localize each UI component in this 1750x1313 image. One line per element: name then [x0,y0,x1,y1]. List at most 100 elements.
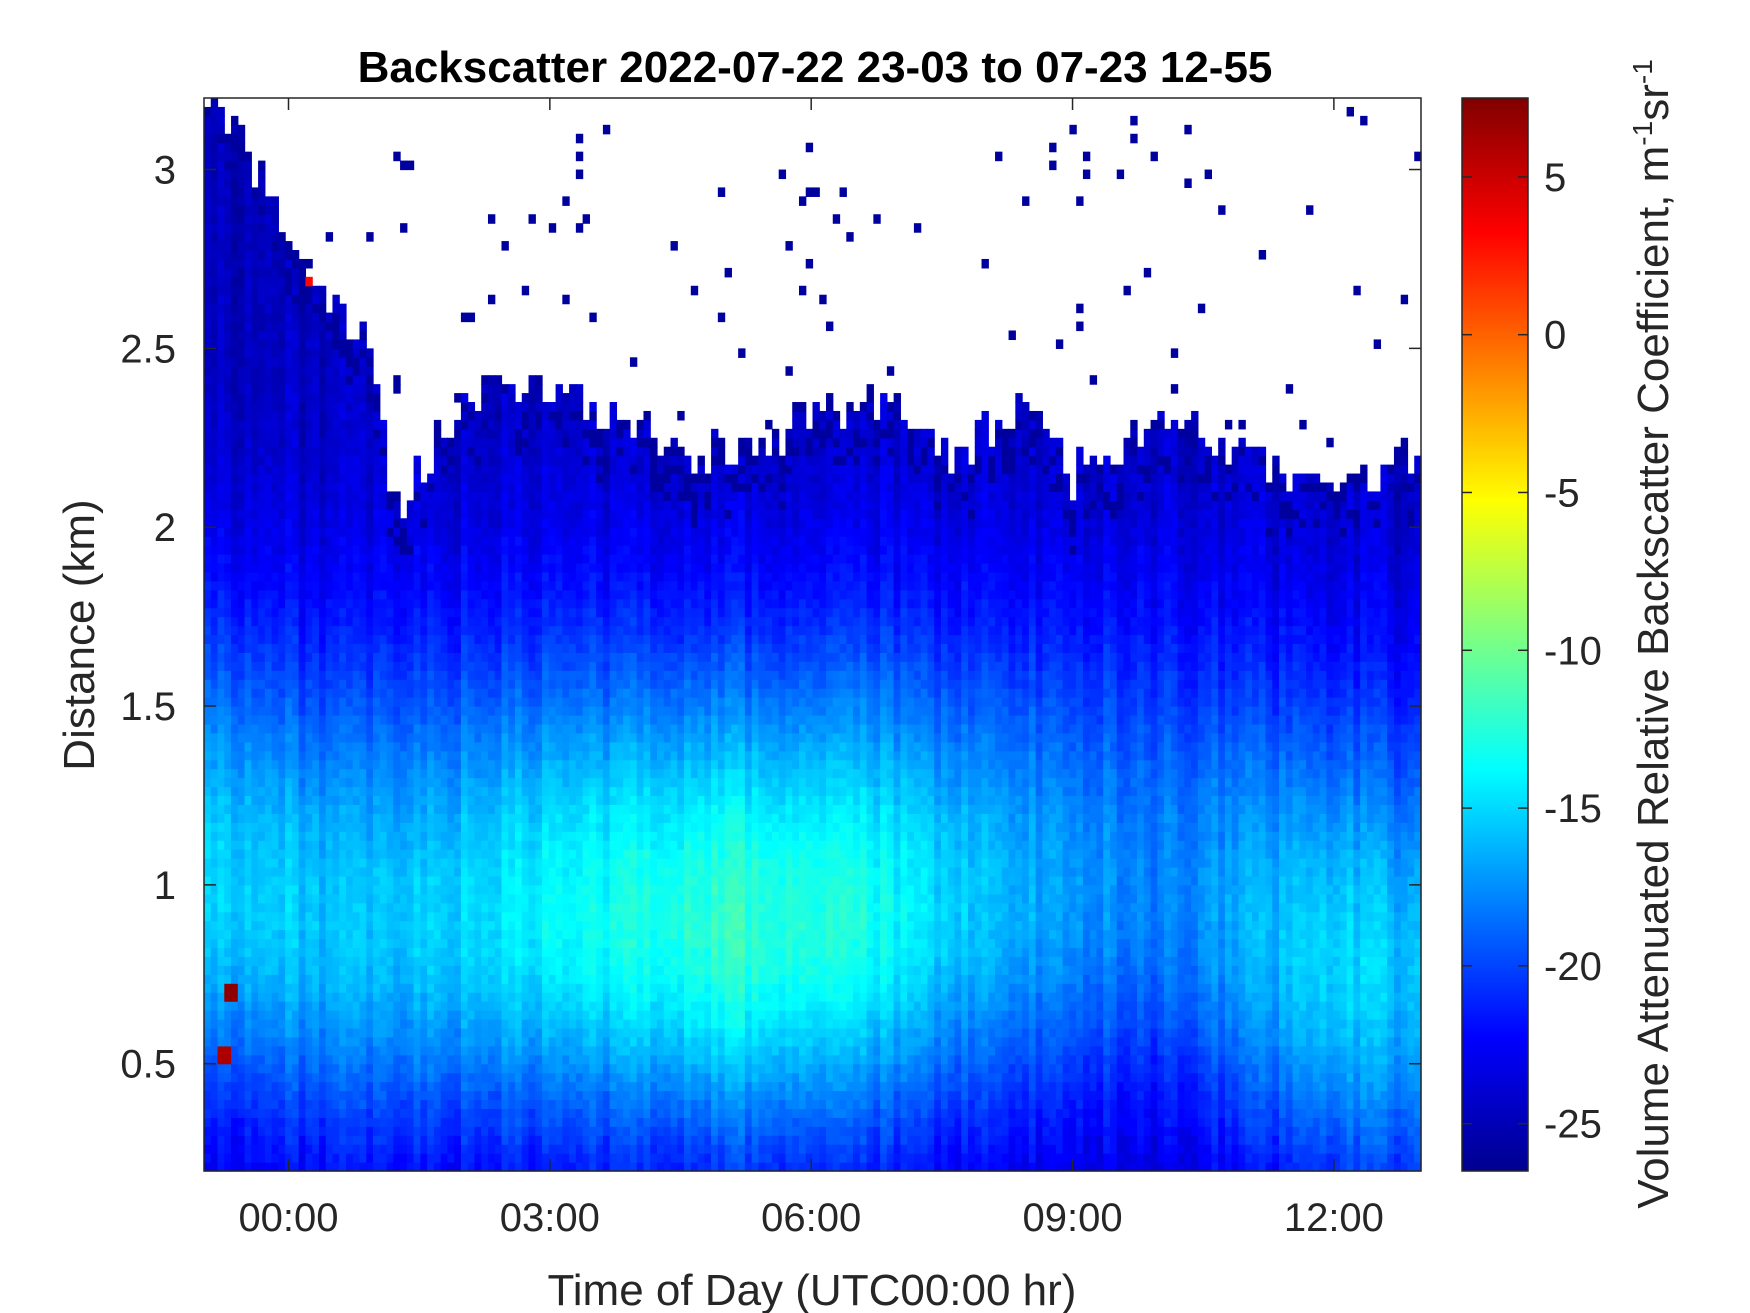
heatmap-cell [434,679,441,689]
heatmap-cell [380,939,387,949]
heatmap-cell [245,268,252,278]
heatmap-cell [326,402,333,412]
heatmap-cell [508,974,515,984]
heatmap-cell [434,831,441,841]
heatmap-cell [387,652,394,662]
heatmap-cell [251,1001,258,1011]
heatmap-cell [366,357,373,367]
heatmap-cell [211,554,218,564]
heatmap-cell [508,1091,515,1101]
heatmap-cell [265,1153,272,1163]
heatmap-cell [468,536,475,546]
heatmap-cell [407,930,414,940]
heatmap-cell [346,742,353,752]
heatmap-cell [245,840,252,850]
heatmap-cell [245,1028,252,1038]
heatmap-cell [427,1108,434,1118]
heatmap-cell [373,751,380,761]
heatmap-cell [427,1046,434,1056]
heatmap-cell [218,518,225,528]
heatmap-cell [353,1001,360,1011]
heatmap-cell [373,1010,380,1020]
heatmap-cell [508,733,515,743]
heatmap-cell [366,1019,373,1029]
heatmap-cell [285,956,292,966]
heatmap-cell [556,590,563,600]
heatmap-cell [461,447,468,457]
heatmap-cell [292,518,299,528]
heatmap-cell [414,652,421,662]
heatmap-cell [218,956,225,966]
heatmap-cell [278,357,285,367]
heatmap-cell [278,474,285,484]
heatmap-cell [393,590,400,600]
heatmap-cell [238,769,245,779]
heatmap-cell [420,876,427,886]
heatmap-cell [265,1135,272,1145]
heatmap-cell [508,599,515,609]
heatmap-cell [278,795,285,805]
heatmap-cell [481,769,488,779]
heatmap-cell [299,831,306,841]
heatmap-cell [481,375,488,385]
heatmap-cell [339,339,346,349]
heatmap-cell [238,527,245,537]
heatmap-cell [393,670,400,680]
heatmap-cell [495,545,502,555]
heatmap-cell [407,1028,414,1038]
heatmap-cell [299,912,306,922]
heatmap-cell [245,152,252,162]
heatmap-cell [339,724,346,734]
heatmap-cell [245,724,252,734]
heatmap-cell [360,1073,367,1083]
heatmap-cell [366,706,373,716]
heatmap-cell [360,992,367,1002]
heatmap-cell [299,581,306,591]
heatmap-cell [339,536,346,546]
heatmap-cell [481,474,488,484]
heatmap-cell [272,1108,279,1118]
heatmap-cell [353,876,360,886]
heatmap-cell [373,974,380,984]
heatmap-cell [346,724,353,734]
heatmap-cell [245,1073,252,1083]
heatmap-cell [420,778,427,788]
heatmap-cell [218,420,225,430]
heatmap-cell [326,903,333,913]
heatmap-cell [393,581,400,591]
heatmap-cell [387,921,394,931]
heatmap-cell [447,1153,454,1163]
heatmap-cell [224,438,231,448]
heatmap-cell [278,688,285,698]
heatmap-cell [414,1019,421,1029]
heatmap-cell [447,903,454,913]
heatmap-cell [272,706,279,716]
heatmap-cell [312,858,319,868]
heatmap-cell [488,733,495,743]
heatmap-cell [501,402,508,412]
heatmap-cell [258,178,265,188]
heatmap-cell [441,572,448,582]
heatmap-cell [400,894,407,904]
heatmap-cell [346,1153,353,1163]
heatmap-cell [251,196,258,206]
heatmap-cell [258,912,265,922]
heatmap-cell [312,581,319,591]
heatmap-cell [299,429,306,439]
heatmap-cell [339,733,346,743]
heatmap-cell [447,956,454,966]
heatmap-cell [245,876,252,886]
heatmap-cell [272,402,279,412]
heatmap-cell [481,1037,488,1047]
heatmap-cell [278,1037,285,1047]
heatmap-cell [332,339,339,349]
heatmap-cell [339,661,346,671]
heatmap-cell [224,1055,231,1065]
heatmap-cell [346,643,353,653]
heatmap-cell [522,563,529,573]
heatmap-cell [427,1082,434,1092]
heatmap-cell [339,1037,346,1047]
heatmap-cell [278,1046,285,1056]
heatmap-cell [326,643,333,653]
heatmap-cell [278,858,285,868]
